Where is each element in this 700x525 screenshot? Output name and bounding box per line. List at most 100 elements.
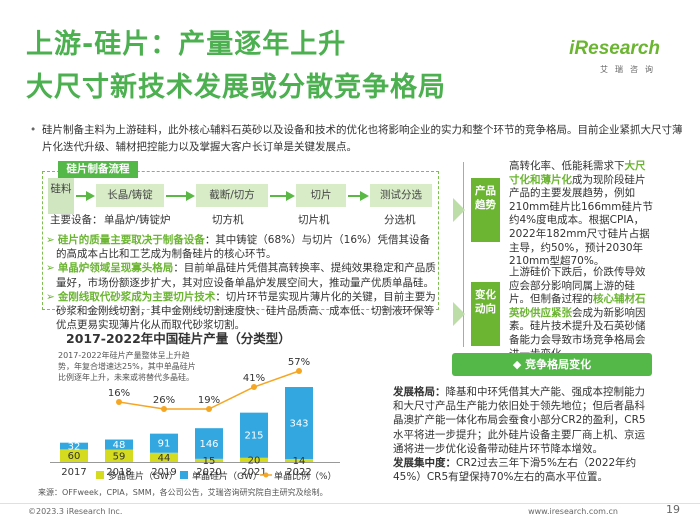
equipment-item: 切方机 [212, 214, 244, 226]
chart-note: 2017-2022年硅片产量整体呈上升趋势，年复合增速达25%，其中单晶硅片比例… [58, 351, 196, 382]
bar-label-polysilicon: 15 [203, 456, 216, 467]
change-text: 上游硅价下跌后，价跌传导效应会部分影响同属上游的硅片。但制备过程的 [509, 266, 646, 306]
competition-body: 降基和中环凭借其大产能、强成本控制能力和大尺寸产品生产能力依旧处于领先地位；但后… [393, 386, 646, 455]
flow-step: 长晶/铸锭 [96, 184, 164, 207]
competition-label: 发展格局： [393, 386, 446, 398]
equipment-prefix: 主要设备： [50, 214, 103, 226]
legend-swatch [263, 472, 269, 478]
flow-arrow-line [166, 195, 188, 197]
bar-monosilicon [60, 442, 88, 450]
flow-arrow-icon [286, 191, 295, 201]
trend-text: 成为现阶段硅片产品的主要发展趋势，例如210mm硅片比166mm硅片节约4%度电… [509, 173, 653, 268]
flow-arrow-icon [360, 191, 369, 201]
line-data-label: 41% [243, 373, 265, 384]
line-point [296, 368, 302, 374]
flow-step: 截断/切方 [196, 184, 268, 207]
bar-polysilicon [105, 449, 133, 462]
legend-label: 多晶硅片（GW） [108, 470, 178, 482]
logo-sub-text: 艾瑞咨询 [600, 65, 660, 74]
line-data-label: 19% [198, 395, 220, 406]
flow-notes: ➢ 硅片的质量主要取决于制备设备：其中铸锭（68%）与切片（16%）凭借其设备的高… [46, 233, 438, 332]
bar-label-monosilicon: 48 [113, 440, 126, 451]
arrow-bullet-icon: ➢ [46, 290, 55, 303]
equipment-item: 切片机 [298, 214, 330, 226]
iresearch-logo: iResearch 艾瑞咨询 [569, 38, 660, 75]
page-number: 19 [666, 503, 680, 516]
flow-raw-label: 硅料 [50, 183, 72, 195]
flow-step: 测试分选 [370, 184, 432, 207]
flow-label: 硅片制备流程 [58, 161, 138, 178]
legend-label: 单晶比例（%） [274, 470, 337, 482]
note-highlight: 单晶炉领域呈现寡头格局 [57, 262, 174, 275]
competition-label: 发展集中度： [393, 457, 456, 470]
footer-copyright: ©2023.3 iResearch Inc. [28, 507, 123, 516]
bar-label-monosilicon: 215 [244, 431, 263, 442]
bar-monosilicon [240, 412, 268, 458]
change-trend-text: 上游硅价下跌后，价跌传导效应会部分影响同属上游的硅片。但制备过程的核心辅材石英砂… [509, 266, 653, 361]
x-tick-label: 2021 [241, 467, 266, 478]
page-title-line2: 大尺寸新技术发展或分散竞争格局 [26, 72, 446, 103]
silicon-wafer-output-chart: 6032201759482018449120191514620202021520… [50, 357, 340, 482]
trend-text: 高转化率、低能耗需求下 [509, 160, 625, 172]
bar-label-monosilicon: 91 [158, 439, 171, 450]
legend-swatch [180, 471, 188, 479]
flow-raw-material: 硅料 [48, 178, 74, 214]
competition-header-label: 竞争格局变化 [525, 358, 592, 371]
footer-website: www.iresearch.com.cn [528, 507, 618, 516]
chevron-right-icon [453, 198, 465, 222]
x-tick-label: 2022 [286, 467, 311, 478]
arrow-bullet-icon: ➢ [46, 262, 55, 275]
competition-body: CR2过去三年下滑5%左右（2022年约45%）CR5有望保持70%左右的高水平… [393, 457, 637, 484]
chevron-right-icon [453, 302, 465, 326]
line-point [206, 406, 212, 412]
diamond-icon: ◆ [512, 358, 526, 371]
line-data-label: 16% [108, 388, 130, 399]
line-data-label: 26% [153, 395, 175, 406]
bar-label-monosilicon: 32 [68, 442, 81, 453]
competition-text: 发展格局：降基和中环凭借其大产能、强成本控制能力和大尺寸产品生产能力依旧处于领先… [393, 385, 653, 484]
bar-monosilicon [105, 439, 133, 450]
bar-polysilicon [285, 459, 313, 462]
bullet-icon: • [30, 124, 37, 136]
x-tick-label: 2018 [106, 467, 131, 478]
page-title-line1: 上游-硅片：产量逐年上升 [26, 29, 347, 60]
line-data-label: 57% [288, 357, 310, 368]
note-item: ➢ 单晶炉领域呈现寡头格局：目前单晶硅片凭借其高转换率、提纯效果稳定和产品质量好，… [46, 261, 438, 289]
flow-arrow-line [270, 195, 288, 197]
flow-arrow-line [76, 195, 88, 197]
x-tick-label: 2020 [196, 467, 221, 478]
note-text: ：目前单晶硅片凭借其高转换率、提纯效果稳定和产品质量好，市场份额逐步扩大，其对应… [56, 262, 436, 289]
flow-arrow-line [348, 195, 362, 197]
equipment-item: 分选机 [384, 214, 416, 226]
equipment-item: 单晶炉/铸锭炉 [104, 214, 171, 226]
note-text: ：其中铸锭（68%）与切片（16%）凭借其设备的高成本占比和工艺成为制备硅片的核… [56, 234, 430, 261]
intro-text: 硅片制备主料为上游硅料，此外核心辅料石英砂以及设备和技术的优化也将影响企业的实力… [42, 124, 683, 153]
footer-divider [0, 503, 700, 504]
bar-monosilicon [150, 433, 178, 453]
bar-polysilicon [60, 449, 88, 462]
legend-label: 单晶硅片（GW） [192, 470, 262, 482]
flow-arrow-icon [186, 191, 195, 201]
line-point [251, 384, 257, 390]
note-item: ➢ 硅片的质量主要取决于制备设备：其中铸锭（68%）与切片（16%）凭借其设备的高… [46, 233, 438, 261]
note-highlight: 金刚线取代砂浆成为主要切片技术 [57, 290, 216, 303]
competition-para: 发展集中度：CR2过去三年下滑5%左右（2022年约45%）CR5有望保持70%… [393, 456, 653, 484]
bar-polysilicon [150, 452, 178, 462]
bar-monosilicon [285, 387, 313, 460]
logo-main-text: iResearch [569, 38, 660, 59]
competition-para: 发展格局：降基和中环凭借其大产能、强成本控制能力和大尺寸产品生产能力依旧处于领先… [393, 385, 653, 456]
flow-step: 切片 [296, 184, 346, 207]
note-text: ：切片环节是实现片薄片化的关键，目前主要为砂浆和金刚线切割，其中金刚线切割速度快… [56, 290, 436, 332]
arrow-bullet-icon: ➢ [46, 234, 55, 246]
note-item: ➢ 金刚线取代砂浆成为主要切片技术：切片环节是实现片薄片化的关键，目前主要为砂浆和… [46, 290, 438, 333]
change-trend-tag: 变化动向 [471, 282, 500, 346]
bar-label-monosilicon: 343 [289, 419, 308, 430]
bar-polysilicon [240, 457, 268, 462]
product-trend-text: 高转化率、低能耗需求下大尺寸化和薄片化成为现阶段硅片产品的主要发展趋势，例如21… [509, 160, 653, 269]
flow-arrow-icon [86, 191, 95, 201]
trend-highlight: 大尺寸化和薄片化 [509, 160, 646, 186]
intro-paragraph: • 硅片制备主料为上游硅料，此外核心辅料石英砂以及设备和技术的优化也将影响企业的… [30, 122, 685, 156]
x-tick-label: 2017 [61, 467, 86, 478]
note-highlight: 硅片的质量主要取决于制备设备 [57, 234, 205, 246]
bar-monosilicon [195, 428, 223, 459]
